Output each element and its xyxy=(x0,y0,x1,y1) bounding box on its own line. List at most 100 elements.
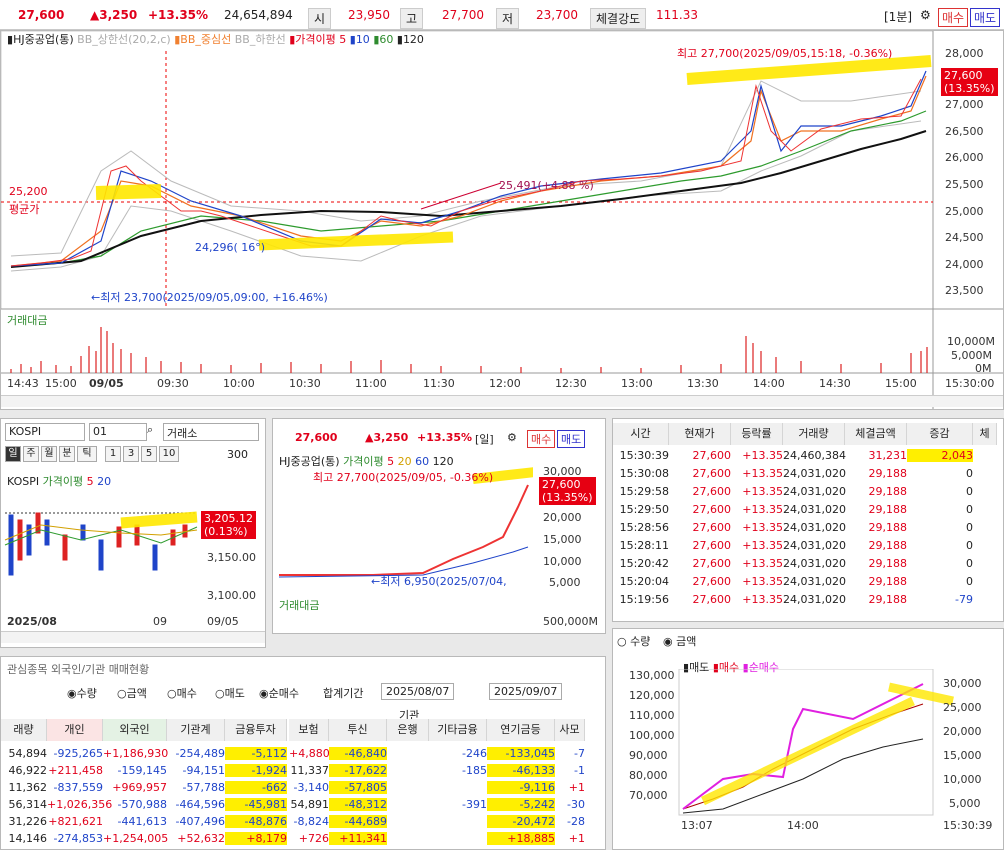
investor-cell: -570,988 xyxy=(117,798,167,811)
investor-cell: +1 xyxy=(568,781,585,794)
investor-row[interactable]: 14,146 -274,853 +1,254,005 +52,632 +8,179 +72… xyxy=(1,830,601,848)
investor-cell: -94,151 xyxy=(182,764,225,777)
x-tick: 14:43 xyxy=(7,377,39,390)
opt-net[interactable]: ◉순매수 xyxy=(259,687,299,700)
investor-cell: -5,242 xyxy=(487,798,555,811)
flow-y-right: 15,000 xyxy=(943,749,982,762)
trade-cell: 29,188 xyxy=(868,575,908,588)
date-to-input[interactable]: 2025/09/07 xyxy=(489,683,563,700)
investor-cell: -159,145 xyxy=(117,764,167,777)
investor-tab[interactable]: 관심종목 외국인/기관 매매현황 xyxy=(7,663,150,676)
investor-header: 연기금등 xyxy=(487,719,555,741)
trade-cell: 29,188 xyxy=(868,557,908,570)
kospi-y-tick: 3,100.00 xyxy=(207,589,256,602)
flow-y-left: 90,000 xyxy=(629,749,668,762)
main-chart-svg[interactable] xyxy=(1,31,1004,410)
trade-row[interactable]: 15:20:42 27,600 +13.35 24,031,020 29,188 0 xyxy=(613,555,1003,573)
kospi-price-tag: 3,205.12 (0.13%) xyxy=(201,511,256,539)
trade-cell: 29,188 xyxy=(868,503,908,516)
investor-cell: 14,146 xyxy=(8,832,48,845)
mini-period[interactable]: [일] xyxy=(475,433,494,446)
index-code-input[interactable]: KOSPI xyxy=(5,423,85,441)
trades-header: 시간 xyxy=(613,423,669,445)
average-price-label: 평균가 xyxy=(9,203,40,216)
trade-row[interactable]: 15:29:58 27,600 +13.35 24,031,020 29,188 0 xyxy=(613,483,1003,501)
interval-selector[interactable]: [1분] xyxy=(884,10,913,24)
mini-chart-svg[interactable] xyxy=(273,467,533,593)
period-tick[interactable]: 틱 xyxy=(77,446,97,462)
trade-cell: 0 xyxy=(966,521,973,534)
market-select[interactable]: 거래소 xyxy=(163,423,259,441)
trade-row[interactable]: 15:29:50 27,600 +13.35 24,031,020 29,188 0 xyxy=(613,501,1003,519)
vol-tick: 10,000M xyxy=(947,335,995,348)
opt-buy[interactable]: ○매수 xyxy=(167,687,197,700)
investor-cell: -44,689 xyxy=(329,815,387,828)
investor-row[interactable]: 31,226 +821,621 -441,613 -407,496 -48,876 -8,… xyxy=(1,813,601,831)
sell-button[interactable]: 매도 xyxy=(970,8,1001,27)
trade-row[interactable]: 15:30:08 27,600 +13.35 24,031,020 29,188 0 xyxy=(613,465,1003,483)
price-candles xyxy=(10,78,922,267)
trade-cell: +13.35 xyxy=(742,449,783,462)
trade-cell: 31,231 xyxy=(868,449,908,462)
trade-row[interactable]: 15:28:11 27,600 +13.35 24,031,020 29,188 0 xyxy=(613,537,1003,555)
date-from-input[interactable]: 2025/08/07 xyxy=(381,683,455,700)
investor-row[interactable]: 54,894 -925,265 +1,186,930 -254,489 -5,112 +4… xyxy=(1,745,601,763)
period-5[interactable]: 5 xyxy=(141,446,157,462)
trade-row[interactable]: 15:28:56 27,600 +13.35 24,031,020 29,188 0 xyxy=(613,519,1003,537)
mini-high-annot: 최고 27,700(2025/09/05, -0.36%) xyxy=(313,471,494,484)
trade-cell: 0 xyxy=(966,485,973,498)
mini-vol-tick: 500,000M xyxy=(543,615,598,628)
investor-row[interactable]: 46,922 +211,458 -159,145 -94,151 -1,924 11,33… xyxy=(1,762,601,780)
investor-cell: -464,596 xyxy=(175,798,225,811)
radio-quantity[interactable]: ○ 수량 xyxy=(617,635,651,648)
period-1[interactable]: 1 xyxy=(105,446,121,462)
mini-low-annot: ←최저 6,950(2025/07/04, xyxy=(371,575,507,588)
opt-sell[interactable]: ○매도 xyxy=(215,687,245,700)
trade-cell: 15:28:56 xyxy=(619,521,669,534)
count-input[interactable]: 300 xyxy=(227,448,248,461)
volume-bars xyxy=(10,327,928,373)
quote-bar: 27,600 ▲3,250 +13.35% 24,654,894 시 23,95… xyxy=(0,0,1004,30)
gear-icon[interactable]: ⚙ xyxy=(920,8,931,22)
trade-cell: +13.35 xyxy=(742,539,783,552)
price-change: ▲3,250 xyxy=(90,8,138,22)
kospi-scrollbar[interactable] xyxy=(1,631,265,643)
average-price-value: 25,200 xyxy=(9,185,48,198)
trades-header: 현재가 xyxy=(669,423,731,445)
period-10[interactable]: 10 xyxy=(159,446,179,462)
investor-cell: +8,179 xyxy=(225,832,287,845)
trade-cell: 15:28:11 xyxy=(619,539,669,552)
flow-x-tick: 13:07 xyxy=(681,819,713,832)
trade-row[interactable]: 15:30:39 27,600 +13.35 24,460,384 31,231 2,04… xyxy=(613,447,1003,465)
period-minute[interactable]: 분 xyxy=(59,446,75,462)
mini-buy-button[interactable]: 매수 xyxy=(527,430,556,448)
search-icon[interactable]: ⌕ xyxy=(147,423,154,436)
investor-cell: -8,824 xyxy=(293,815,329,828)
main-chart-panel: ▮HJ중공업(통) BB_상한선(20,2,c) ▮BB_중심선 BB_하한선 … xyxy=(0,30,1004,410)
trade-row[interactable]: 15:20:04 27,600 +13.35 24,031,020 29,188 0 xyxy=(613,573,1003,591)
period-3[interactable]: 3 xyxy=(123,446,139,462)
trade-cell: +13.35 xyxy=(742,557,783,570)
trend-annotation-upper: 25,491(+4.88 %) xyxy=(499,179,594,192)
flow-chart-svg[interactable] xyxy=(613,669,1004,819)
buy-button[interactable]: 매수 xyxy=(938,8,969,27)
opt-quantity[interactable]: ◉수량 xyxy=(67,687,97,700)
radio-amount[interactable]: ◉ 금액 xyxy=(663,635,697,648)
investor-row[interactable]: 56,314 +1,026,356 -570,988 -464,596 -45,981 5… xyxy=(1,796,601,814)
mini-gear-icon[interactable]: ⚙ xyxy=(507,431,517,444)
trades-header: 거래량 xyxy=(783,423,845,445)
period-day[interactable]: 일 xyxy=(5,446,21,462)
main-chart-scrollbar[interactable] xyxy=(1,395,1003,407)
index-num-input[interactable]: 01 xyxy=(89,423,147,441)
trade-cell: +13.35 xyxy=(742,593,783,606)
period-month[interactable]: 월 xyxy=(41,446,57,462)
investor-row[interactable]: 11,362 -837,559 +969,957 -57,788 -662 -3,140-… xyxy=(1,779,601,797)
flow-x-tick: 14:00 xyxy=(787,819,819,832)
mini-sell-button[interactable]: 매도 xyxy=(557,430,586,448)
low-label: 저 xyxy=(496,8,520,29)
x-tick: 09:30 xyxy=(157,377,189,390)
trade-row[interactable]: 15:19:56 27,600 +13.35 24,031,020 29,188 -79 xyxy=(613,591,1003,609)
kospi-chart[interactable] xyxy=(1,485,201,615)
opt-amount[interactable]: ○금액 xyxy=(117,687,147,700)
period-week[interactable]: 주 xyxy=(23,446,39,462)
